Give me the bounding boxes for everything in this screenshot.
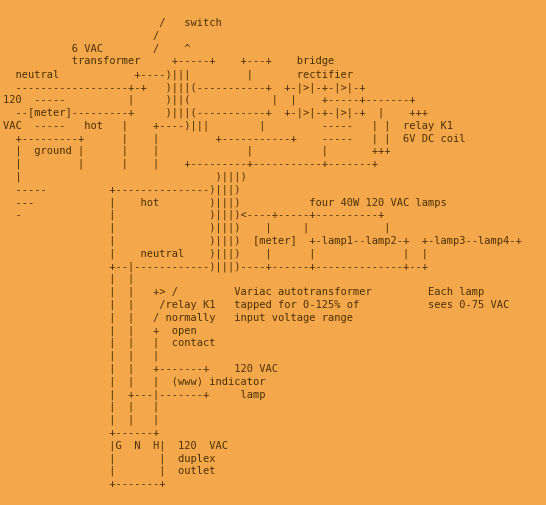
Text: /: / bbox=[3, 31, 503, 41]
Text: --[meter]---------+     )|||(-----------+  +-|>|-+-|>|-+  |    +++: --[meter]---------+ )|||(-----------+ +-… bbox=[3, 108, 490, 118]
Text: |  |   / normally   input voltage range: | | / normally input voltage range bbox=[3, 312, 497, 322]
Text: +--|------------)|||)----+------+--------------+--+: +--|------------)|||)----+------+-------… bbox=[3, 261, 503, 271]
Text: |G  N  H|  120  VAC: |G N H| 120 VAC bbox=[3, 439, 497, 450]
Text: |  |: | | bbox=[3, 274, 503, 284]
Text: -              |               )|||)<----+-----+----------+: - | )|||)<----+-----+----------+ bbox=[3, 210, 497, 220]
Text: |         |      |    |    +---------+-----------+-------+: | | | | +---------+-----------+-------+ bbox=[3, 159, 490, 169]
Text: |  |   +> /         Variac autotransformer         Each lamp: | | +> / Variac autotransformer Each lam… bbox=[3, 286, 497, 297]
Text: ------------------+-+   )|||(-----------+  +-|>|-+-|>|-+: ------------------+-+ )|||(-----------+ … bbox=[3, 82, 490, 92]
Text: |  |   |: | | | bbox=[3, 414, 497, 425]
Text: |  |   |  (www) indicator: | | | (www) indicator bbox=[3, 376, 490, 386]
Text: -----          +---------------)|||): ----- +---------------)|||) bbox=[3, 184, 497, 194]
Text: /   switch: / switch bbox=[3, 18, 503, 28]
Text: transformer     +-----+    +---+    bridge: transformer +-----+ +---+ bridge bbox=[3, 56, 497, 66]
Text: neutral            +----)|||         |       rectifier: neutral +----)||| | rectifier bbox=[3, 69, 497, 80]
Text: +------+: +------+ bbox=[3, 427, 497, 437]
Text: |       |  outlet: | | outlet bbox=[3, 465, 497, 476]
Text: |               )|||)    |     |            |: | )|||) | | | bbox=[3, 222, 497, 233]
Text: |       |  duplex: | | duplex bbox=[3, 452, 497, 463]
Text: |  ground |      |    |              |           |       +++: | ground | | | | | +++ bbox=[3, 146, 497, 156]
Text: |    neutral    )|||)    |      |              |  |: | neutral )|||) | | | | bbox=[3, 248, 503, 259]
Text: 120  -----          |     )||(             |  |    +-----+-------+: 120 ----- | )||( | | +-----+-------+ bbox=[3, 94, 497, 105]
Text: VAC  -----   hot   |    +----)|||        |         -----   | |  relay K1: VAC ----- hot | +----)||| | ----- | | re… bbox=[3, 120, 490, 131]
Text: |  |   |: | | | bbox=[3, 350, 497, 361]
Text: |  |   |: | | | bbox=[3, 401, 497, 412]
Text: |  |    /relay K1   tapped for 0-125% of           sees 0-75 VAC: | | /relay K1 tapped for 0-125% of sees … bbox=[3, 299, 509, 310]
Text: +---------+      |    |         +-----------+    -----   | |  6V DC coil: +---------+ | | +-----------+ ----- | | … bbox=[3, 133, 490, 143]
Text: |                               )|||): | )|||) bbox=[3, 171, 497, 182]
Text: 6 VAC        /    ^: 6 VAC / ^ bbox=[3, 43, 503, 54]
Text: |  +---|-------+     lamp: | +---|-------+ lamp bbox=[3, 388, 497, 399]
Text: +-------+: +-------+ bbox=[3, 478, 497, 488]
Text: |  |   +-------+    120 VAC: | | +-------+ 120 VAC bbox=[3, 363, 490, 373]
Text: |  |   +  open: | | + open bbox=[3, 325, 497, 335]
Text: |               )|||)  [meter]  +-lamp1--lamp2-+  +-lamp3--lamp4-+: | )|||) [meter] +-lamp1--lamp2-+ +-lamp3… bbox=[3, 235, 522, 245]
Text: |  |   |  contact: | | | contact bbox=[3, 337, 497, 348]
Text: ---            |    hot        )|||)           four 40W 120 VAC lamps: --- | hot )|||) four 40W 120 VAC lamps bbox=[3, 197, 497, 207]
